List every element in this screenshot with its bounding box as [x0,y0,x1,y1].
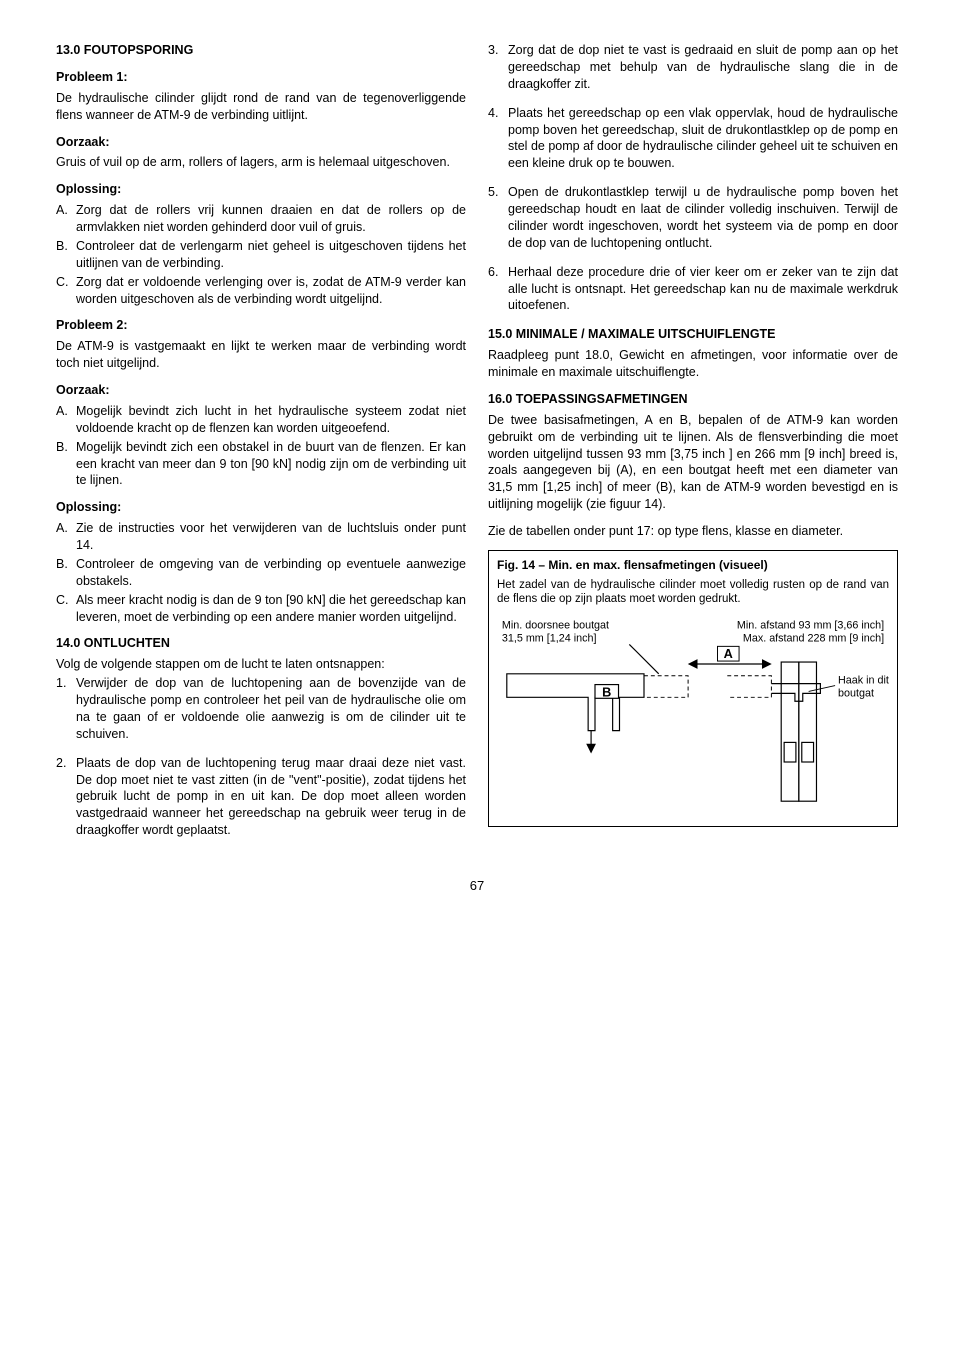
list-item: 5.Open de drukontlastklep terwijl u de h… [488,184,898,252]
figure-title: Fig. 14 – Min. en max. flensafmetingen (… [497,557,889,573]
list-item: 4.Plaats het gereedschap op een vlak opp… [488,105,898,173]
list-item: 1.Verwijder de dop van de luchtopening a… [56,675,466,743]
fig-bore-label-2: 31,5 mm [1,24 inch] [502,632,597,644]
cause1-head: Oorzaak: [56,134,466,151]
left-column: 13.0 FOUTOPSPORING Probleem 1: De hydrau… [56,42,466,851]
tool-body-icon [507,644,659,730]
problem1-text: De hydraulische cilinder glijdt rond de … [56,90,466,124]
page-number: 67 [56,877,898,895]
fig-bore-label-1: Min. doorsnee boutgat [502,619,609,631]
fig-label-a: A [724,646,733,661]
dashed-cap-right-icon [727,675,771,697]
fig-hook-label-2: boutgat [838,687,874,699]
bleed-steps-right: 3.Zorg dat de dop niet te vast is gedraa… [488,42,898,314]
right-flange-icon [781,662,816,801]
hook-leader-icon [809,685,835,691]
list-item: A.Zie de instructies voor het verwijdere… [56,520,466,554]
list-item: C.Zorg dat er voldoende verlenging over … [56,274,466,308]
fig-label-b: B [602,684,611,699]
dashed-cap-left-icon [644,675,688,697]
arrow-down-icon [587,730,595,752]
solution2-head: Oplossing: [56,499,466,516]
figure-14: Fig. 14 – Min. en max. flensafmetingen (… [488,550,898,827]
list-item: A.Zorg dat de rollers vrij kunnen draaie… [56,202,466,236]
heading-minmax: 15.0 MINIMALE / MAXIMALE UITSCHUIFLENGTE [488,326,898,343]
list-item: B.Controleer de omgeving van de verbindi… [56,556,466,590]
heading-bleed: 14.0 ONTLUCHTEN [56,635,466,652]
list-item: C.Als meer kracht nodig is dan de 9 ton … [56,592,466,626]
bleed-steps-left: 1.Verwijder de dop van de luchtopening a… [56,675,466,839]
problem2-text: De ATM-9 is vastgemaakt en lijkt te werk… [56,338,466,372]
appdim-p1: De twee basisafmetingen, A en B, bepalen… [488,412,898,513]
appdim-p2: Zie de tabellen onder punt 17: op type f… [488,523,898,540]
bleed-intro: Volg de volgende stappen om de lucht te … [56,656,466,673]
hook-arm-icon [771,683,820,701]
list-item: B.Mogelijk bevindt zich een obstakel in … [56,439,466,490]
list-item: 2.Plaats de dop van de luchtopening teru… [56,755,466,839]
list-item: A.Mogelijk bevindt zich lucht in het hyd… [56,403,466,437]
fig-min-label: Min. afstand 93 mm [3,66 inch] [737,619,884,631]
list-item: B.Controleer dat de verlengarm niet gehe… [56,238,466,272]
cause2-list: A.Mogelijk bevindt zich lucht in het hyd… [56,403,466,489]
fig-hook-label-1: Haak in dit [838,674,889,686]
heading-troubleshooting: 13.0 FOUTOPSPORING [56,42,466,59]
list-item: 6.Herhaal deze procedure drie of vier ke… [488,264,898,315]
list-item: 3.Zorg dat de dop niet te vast is gedraa… [488,42,898,93]
problem1-head: Probleem 1: [56,69,466,86]
heading-appdim: 16.0 TOEPASSINGSAFMETINGEN [488,391,898,408]
solution2-list: A.Zie de instructies voor het verwijdere… [56,520,466,625]
minmax-text: Raadpleeg punt 18.0, Gewicht en afmeting… [488,347,898,381]
figure-svg: Min. doorsnee boutgat 31,5 mm [1,24 inch… [497,615,889,811]
cause2-head: Oorzaak: [56,382,466,399]
problem2-head: Probleem 2: [56,317,466,334]
solution1-head: Oplossing: [56,181,466,198]
fig-max-label: Max. afstand 228 mm [9 inch] [743,632,884,644]
cause1-text: Gruis of vuil op de arm, rollers of lage… [56,154,466,171]
figure-note: Het zadel van de hydraulische cilinder m… [497,579,889,607]
right-column: 3.Zorg dat de dop niet te vast is gedraa… [488,42,898,851]
solution1-list: A.Zorg dat de rollers vrij kunnen draaie… [56,202,466,307]
